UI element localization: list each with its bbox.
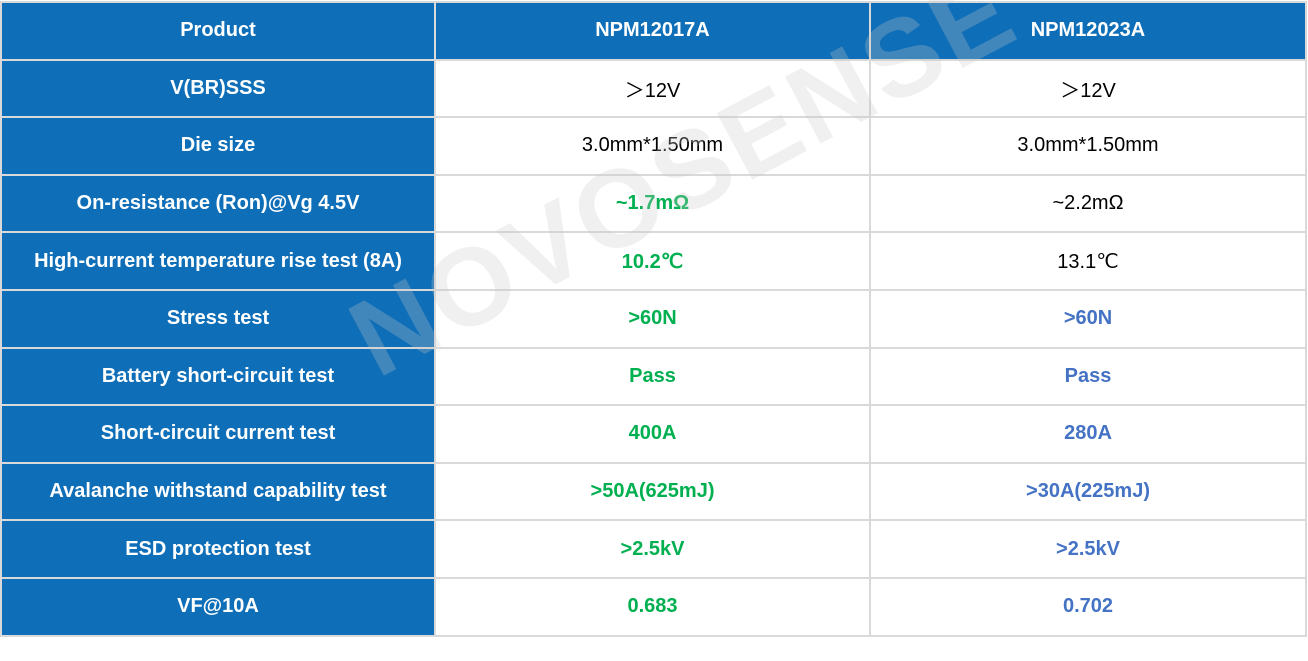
table-row: Die size 3.0mm*1.50mm 3.0mm*1.50mm (0, 116, 1307, 176)
row-label: High-current temperature rise test (8A) (0, 231, 436, 291)
cell-npm12023a: 3.0mm*1.50mm (869, 116, 1307, 176)
row-label: Avalanche withstand capability test (0, 461, 436, 522)
cell-npm12023a: >2.5kV (869, 519, 1307, 579)
row-label: Die size (0, 116, 436, 176)
row-label: VF@10A (0, 576, 436, 637)
cell-npm12017a: Pass (434, 346, 871, 407)
cell-npm12017a: >60N (434, 288, 871, 349)
row-label: ESD protection test (0, 519, 436, 579)
table-row: V(BR)SSS ＞12V ＞12V (0, 58, 1307, 119)
table-row: On-resistance (Ron)@Vg 4.5V ~1.7mΩ ~2.2mΩ (0, 173, 1307, 234)
table-row: Battery short-circuit test Pass Pass (0, 346, 1307, 407)
cell-npm12023a: 13.1℃ (869, 231, 1307, 291)
cell-npm12023a: 280A (869, 404, 1307, 464)
cell-npm12017a: 3.0mm*1.50mm (434, 116, 871, 176)
header-npm12017a: NPM12017A (434, 1, 871, 61)
cell-npm12017a: >2.5kV (434, 519, 871, 579)
cell-npm12017a: 0.683 (434, 576, 871, 637)
header-product: Product (0, 1, 436, 61)
cell-npm12023a: >60N (869, 288, 1307, 349)
cell-npm12017a: ~1.7mΩ (434, 173, 871, 234)
cell-npm12023a: Pass (869, 346, 1307, 407)
cell-npm12023a: ＞12V (869, 58, 1307, 119)
table-row: VF@10A 0.683 0.702 (0, 576, 1307, 637)
row-label: On-resistance (Ron)@Vg 4.5V (0, 173, 436, 234)
table-row: Avalanche withstand capability test >50A(… (0, 461, 1307, 522)
header-npm12023a: NPM12023A (869, 1, 1307, 61)
row-label: Stress test (0, 288, 436, 349)
comparison-table: Product NPM12017A NPM12023A V(BR)SSS ＞12V… (0, 1, 1307, 637)
header-row: Product NPM12017A NPM12023A (0, 1, 1307, 61)
cell-npm12023a: >30A(225mJ) (869, 461, 1307, 522)
row-label: V(BR)SSS (0, 58, 436, 119)
table-row: ESD protection test >2.5kV >2.5kV (0, 519, 1307, 579)
table-row: Short-circuit current test 400A 280A (0, 404, 1307, 464)
table-row: Stress test >60N >60N (0, 288, 1307, 349)
cell-npm12017a: ＞12V (434, 58, 871, 119)
cell-npm12017a: >50A(625mJ) (434, 461, 871, 522)
cell-npm12023a: ~2.2mΩ (869, 173, 1307, 234)
row-label: Short-circuit current test (0, 404, 436, 464)
cell-npm12017a: 400A (434, 404, 871, 464)
cell-npm12017a: 10.2℃ (434, 231, 871, 291)
table-row: High-current temperature rise test (8A) 1… (0, 231, 1307, 291)
cell-npm12023a: 0.702 (869, 576, 1307, 637)
row-label: Battery short-circuit test (0, 346, 436, 407)
